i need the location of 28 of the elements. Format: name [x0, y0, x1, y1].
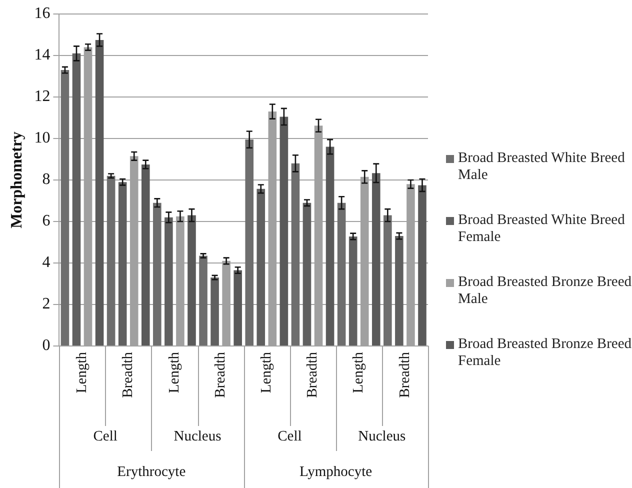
y-tick-label: 12 — [34, 88, 50, 106]
legend-label: Broad Breasted Bronze Breed Female — [458, 336, 632, 369]
x-tick-label: Length — [166, 351, 182, 394]
y-tick-label: 0 — [42, 337, 50, 354]
legend-label: Broad Breasted White Breed Male — [458, 150, 625, 183]
y-tick-label: 2 — [42, 296, 50, 313]
y-tick-label: 14 — [34, 46, 50, 64]
x-tick-label: Length — [74, 351, 90, 394]
y-tick-label: 16 — [34, 5, 50, 22]
text: Cell — [93, 428, 118, 444]
text: Nucleus — [174, 428, 222, 444]
x-tick-label: Length — [350, 351, 367, 394]
x-tick-label: Breadth — [304, 351, 321, 398]
text: Nucleus — [358, 428, 406, 444]
text: Cell — [278, 428, 302, 444]
x-tick-label: Breadth — [120, 351, 136, 398]
text: Lymphocyte — [300, 464, 372, 480]
legend-label: Broad Breasted Bronze Breed Male — [458, 274, 632, 307]
y-tick-label: 6 — [42, 212, 50, 230]
legend-label: Broad Breasted White Breed Female — [458, 212, 625, 245]
text: Erythrocyte — [117, 464, 186, 480]
y-axis-title: Morphometry — [8, 132, 26, 228]
y-tick-label: 10 — [34, 130, 50, 147]
x-tick-label: Length — [258, 351, 274, 394]
y-tick-label: 4 — [42, 254, 50, 272]
x-tick-label: Breadth — [212, 351, 228, 398]
y-tick-label: 8 — [42, 171, 50, 188]
x-tick-label: Breadth — [396, 351, 413, 398]
